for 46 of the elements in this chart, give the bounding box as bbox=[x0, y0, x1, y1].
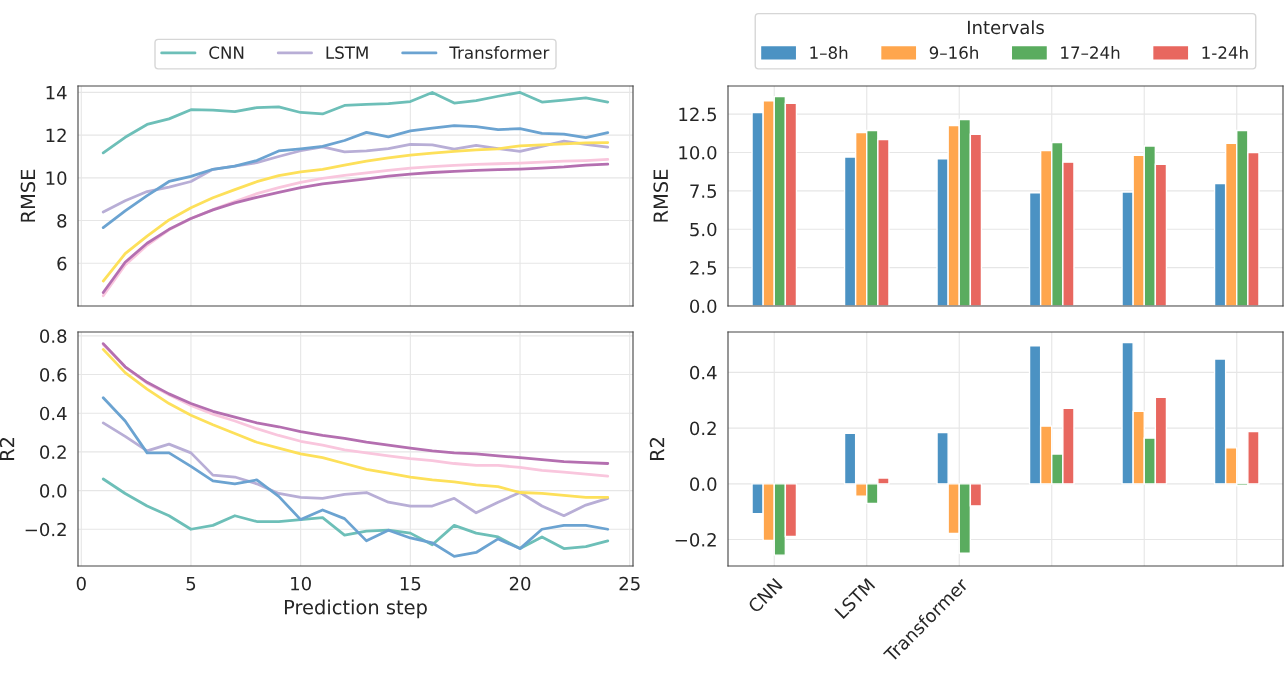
x-tick-label: 0 bbox=[76, 576, 86, 591]
line-series bbox=[101, 91, 610, 155]
y-tick-label: 0.2 bbox=[40, 445, 66, 460]
x-tick-label: 15 bbox=[400, 576, 421, 591]
line-series bbox=[101, 348, 610, 499]
x-tick-label: 20 bbox=[509, 576, 531, 591]
y-tick-label: 6 bbox=[57, 256, 67, 271]
legend-label: 1-24h bbox=[1202, 46, 1248, 59]
y-tick-label: 10 bbox=[46, 171, 67, 185]
legend-label: 9–16h bbox=[929, 46, 978, 59]
y-tick-label: 0.0 bbox=[690, 299, 717, 314]
legend-label: LSTM bbox=[326, 46, 368, 59]
y-tick-label: 12 bbox=[46, 128, 66, 142]
line-series bbox=[101, 141, 610, 283]
y-tick-label: 12.5 bbox=[679, 107, 717, 122]
y-axis-title: RMSE bbox=[653, 169, 669, 222]
y-tick-label: 14 bbox=[46, 86, 67, 100]
y-tick-label: 5.0 bbox=[690, 222, 717, 237]
y-tick-label: 0.4 bbox=[40, 406, 67, 421]
y-axis-title: R2 bbox=[649, 438, 665, 461]
y-tick-label: 0.0 bbox=[690, 477, 717, 491]
y-tick-label: 0.8 bbox=[40, 329, 67, 343]
legend-title: Intervals bbox=[968, 20, 1044, 35]
y-tick-label: 10.0 bbox=[679, 145, 717, 160]
y-axis-title: R2 bbox=[0, 438, 15, 461]
y-axis-title: RMSE bbox=[20, 169, 36, 222]
y-tick-label: 0.4 bbox=[690, 365, 717, 380]
line-series bbox=[101, 124, 610, 229]
legend-label: CNN bbox=[209, 46, 244, 59]
y-tick-label: 0.6 bbox=[40, 368, 67, 382]
legend-label: Transformer bbox=[449, 46, 550, 59]
y-tick-label: −0.2 bbox=[25, 522, 66, 537]
y-tick-label: 0.2 bbox=[690, 421, 716, 436]
y-tick-label: 2.5 bbox=[690, 261, 717, 275]
line-series bbox=[101, 396, 610, 558]
y-tick-label: −0.2 bbox=[675, 532, 716, 547]
x-tick-label: 25 bbox=[619, 576, 640, 591]
legend-label: 1–8h bbox=[810, 46, 848, 59]
line-series bbox=[101, 421, 610, 518]
y-tick-label: 0.0 bbox=[40, 484, 67, 498]
x-tick-label: 10 bbox=[291, 576, 311, 591]
x-tick-label: 5 bbox=[186, 576, 196, 591]
y-tick-label: 8 bbox=[57, 214, 67, 228]
legend-label: 17–24h bbox=[1061, 46, 1120, 59]
x-axis-title: Prediction step bbox=[284, 599, 427, 619]
y-tick-label: 7.5 bbox=[690, 184, 717, 198]
